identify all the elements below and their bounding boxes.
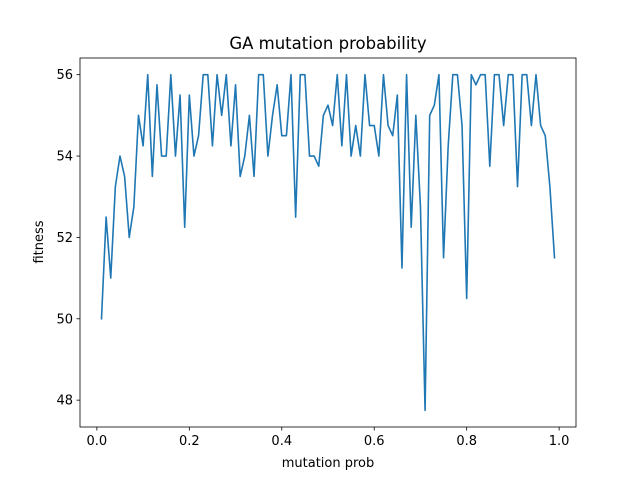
series-line [100,73,556,412]
x-tick-label: 0.6 [364,434,385,449]
plot-lines [100,73,556,412]
chart-title: GA mutation probability [229,34,427,53]
y-tick-label: 54 [56,150,73,165]
plot-frame [79,57,577,428]
y-tick-label: 48 [56,394,73,409]
x-tick-label: 1.0 [549,434,570,449]
y-tick-label: 50 [56,312,73,327]
y-axis-label: fitness [32,220,47,263]
y-axis-ticks: 48 50 52 54 56 [56,68,80,409]
y-tick-label: 56 [56,68,73,83]
x-axis-ticks: 0.0 0.2 0.4 0.6 0.8 1.0 [87,427,570,449]
x-tick-label: 0.2 [179,434,200,449]
y-tick-label: 52 [56,231,73,246]
x-axis-label: mutation prob [282,456,375,471]
x-tick-label: 0.8 [456,434,477,449]
x-tick-label: 0.0 [87,434,108,449]
x-tick-label: 0.4 [271,434,292,449]
